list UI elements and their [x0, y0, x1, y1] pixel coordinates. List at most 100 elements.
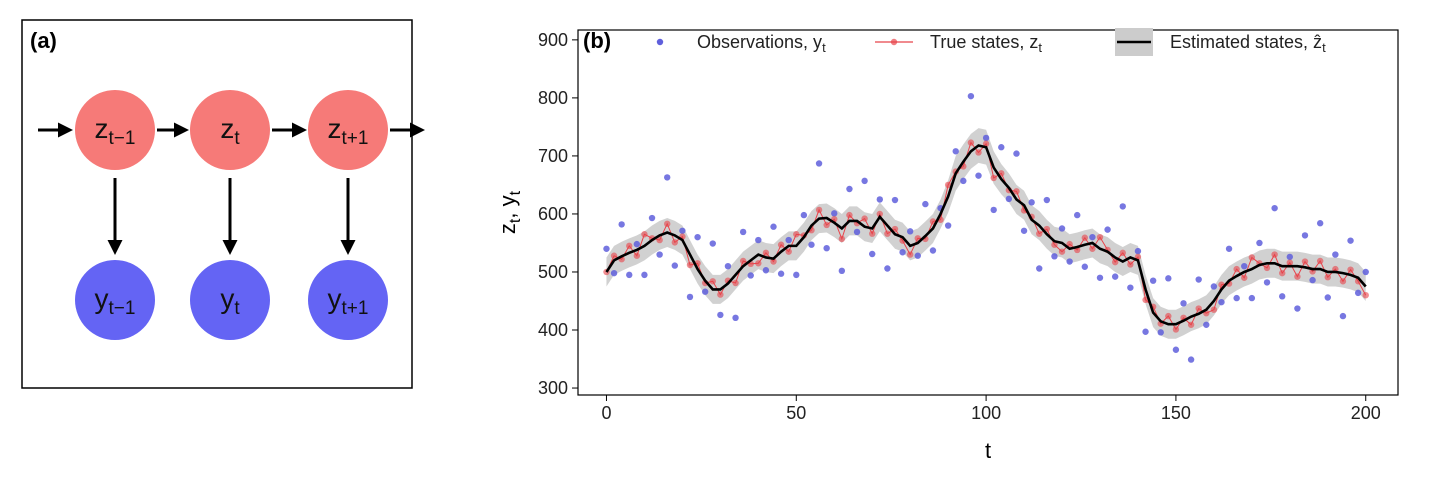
data-point: [1233, 265, 1240, 273]
node: [75, 90, 155, 170]
node-label-sub: t+1: [342, 128, 369, 149]
data-point: [876, 196, 884, 203]
data-point: [626, 242, 633, 250]
data-point: [626, 271, 633, 279]
data-point: [1036, 230, 1043, 237]
data-point: [1248, 254, 1256, 261]
y-tick-label: 600: [538, 204, 568, 224]
data-point: [1028, 199, 1035, 206]
data-point: [990, 174, 997, 182]
node-label-sub: t−1: [109, 298, 136, 319]
x-tick-label: 100: [971, 403, 1001, 423]
node-label: yt: [220, 283, 240, 319]
data-point: [1286, 253, 1294, 261]
data-point: [838, 235, 846, 243]
node-label-sub: t: [234, 128, 240, 149]
data-point: [1134, 247, 1142, 255]
data-point: [1127, 261, 1134, 268]
data-point: [982, 140, 990, 147]
node: [190, 260, 270, 340]
data-point: [1180, 300, 1187, 307]
node-label-main: z: [220, 113, 234, 144]
data-point: [815, 206, 823, 214]
data-point: [899, 249, 906, 256]
x-tick-label: 200: [1351, 403, 1381, 423]
data-point: [906, 251, 914, 258]
node-label: yt+1: [328, 283, 369, 319]
data-point: [929, 247, 937, 254]
data-point: [1203, 321, 1210, 328]
data-point: [838, 267, 846, 275]
data-point: [944, 181, 952, 189]
data-point: [648, 214, 656, 222]
node: [308, 260, 388, 340]
data-point: [1104, 226, 1111, 233]
data-point: [793, 231, 800, 238]
node: [75, 260, 155, 340]
node-label-main: z: [95, 113, 109, 144]
data-point: [884, 265, 891, 272]
data-point: [770, 223, 777, 230]
data-point: [1081, 234, 1089, 241]
series-line: [605, 144, 1367, 326]
data-point: [1332, 251, 1339, 258]
legend-label: Estimated states, ẑt: [1170, 32, 1326, 55]
data-point: [686, 261, 694, 269]
node: [190, 90, 270, 170]
data-point: [709, 240, 716, 247]
data-point: [747, 272, 754, 279]
data-point: [1279, 269, 1286, 277]
data-point: [1271, 251, 1278, 258]
data-point: [694, 233, 701, 241]
data-point: [1324, 274, 1331, 281]
data-point: [633, 240, 641, 248]
data-point: [671, 262, 679, 269]
data-point: [762, 267, 770, 274]
data-point: [869, 250, 876, 258]
data-point: [1005, 195, 1013, 203]
data-point: [861, 177, 868, 185]
confidence-band: [606, 128, 1366, 339]
data-point: [1286, 259, 1294, 266]
data-point: [633, 252, 641, 259]
data-point: [777, 241, 785, 248]
data-point: [1225, 245, 1233, 252]
data-point: [656, 251, 663, 258]
data-point: [1119, 203, 1126, 210]
data-point: [785, 248, 792, 255]
data-point: [823, 244, 830, 252]
x-tick-label: 0: [601, 403, 611, 423]
data-point: [770, 258, 777, 265]
data-point: [808, 241, 815, 248]
data-point: [1111, 273, 1119, 280]
data-point: [800, 211, 808, 219]
data-point: [656, 236, 663, 244]
data-point: [671, 239, 679, 246]
data-point: [1074, 211, 1081, 219]
data-point: [1294, 273, 1301, 280]
node-label-main: y: [328, 283, 342, 314]
data-point: [1051, 241, 1058, 248]
data-point: [664, 174, 671, 181]
y-axis-label-sub: t: [507, 218, 524, 223]
y-tick-label: 700: [538, 146, 568, 166]
data-point: [724, 262, 732, 270]
data-point: [1089, 233, 1096, 241]
data-point: [1316, 220, 1324, 227]
data-point: [785, 236, 792, 244]
data-point: [1127, 284, 1134, 291]
legend-key: [890, 38, 898, 46]
y-tick-label: 500: [538, 262, 568, 282]
legend-label-main: True states, z: [930, 32, 1038, 52]
data-point: [618, 221, 625, 228]
data-point: [739, 228, 747, 236]
data-point: [1058, 225, 1066, 232]
legend-label: Observations, yt: [697, 32, 826, 55]
data-point: [717, 291, 724, 298]
data-point: [861, 215, 868, 222]
data-point: [1316, 257, 1324, 265]
data-point: [777, 270, 785, 277]
y-tick-label: 800: [538, 88, 568, 108]
